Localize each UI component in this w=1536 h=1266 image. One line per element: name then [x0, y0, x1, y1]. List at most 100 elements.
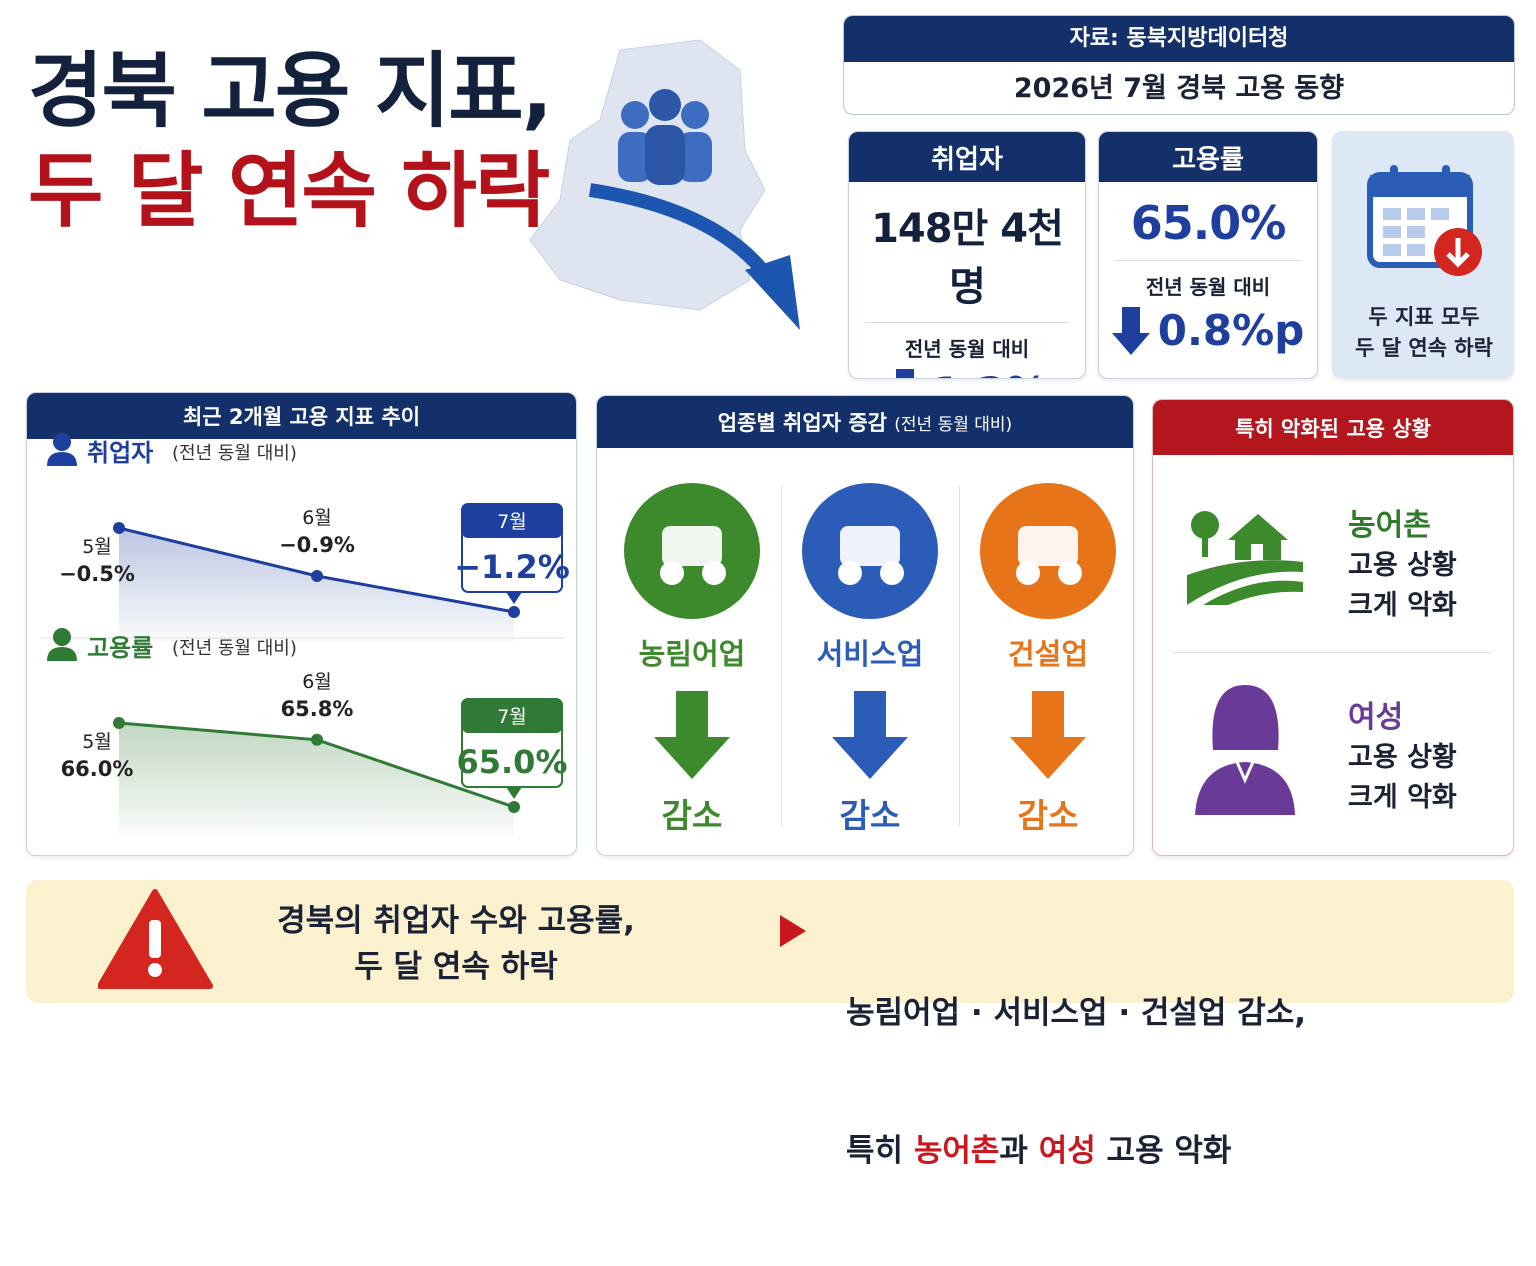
desc-line: 크게 악화: [1348, 782, 1457, 813]
worse-title: 특히 악화된 고용 상황: [1153, 400, 1513, 455]
rule: [865, 322, 1069, 323]
triangle-bullet: [780, 915, 806, 947]
divider: [1173, 652, 1491, 653]
text: 과: [999, 1133, 1039, 1169]
month-label: 6월: [302, 507, 332, 529]
arrow-shape: [1010, 691, 1086, 779]
summary-line: 특히 농어촌과 여성 고용 악화: [846, 1128, 1306, 1174]
icon-glyph: [662, 526, 722, 566]
icon-glyph: [660, 561, 684, 585]
point: [508, 801, 520, 813]
desc-line: 고용 상황: [1348, 742, 1457, 773]
worse-name: 여성: [1348, 700, 1404, 735]
kpi-card: 고용률 65.0% 전년 동월 대비 0.8%p: [1098, 131, 1318, 379]
note-card: 두 지표 모두 두 달 연속 하락: [1332, 131, 1514, 379]
point: [508, 606, 520, 618]
arrow-shape: [654, 691, 730, 779]
series-icon-head: [53, 433, 71, 451]
value-label: 65.0%: [456, 743, 567, 781]
summary-line: 경북의 취업자 수와 고용률,: [277, 903, 635, 939]
down-arrow: [1111, 306, 1150, 355]
worse-desc: 고용 상황 크게 악화: [1348, 546, 1457, 626]
icon-glyph: [1058, 561, 1082, 585]
industry-status: 감소: [839, 796, 901, 835]
kpi-change-row: 0.8%p: [1099, 306, 1317, 355]
trend-charts: 취업자 (전년 동월 대비) 5월 −0.5% 6월 −0.9% 7월 −1.2% 고용률 (전년…: [41, 433, 570, 837]
month-label: 5월: [82, 731, 112, 753]
arrow-shape: [832, 691, 908, 779]
industry-name: 서비스업: [816, 637, 924, 671]
value-label: 66.0%: [61, 757, 134, 781]
series-name: 고용률: [87, 634, 153, 662]
industry-status: 감소: [1017, 796, 1079, 835]
note-line: 두 지표 모두: [1368, 305, 1480, 329]
trend-title: 최근 2개월 고용 지표 추이: [27, 393, 576, 439]
source-label: 자료: 동북지방데이터청: [844, 16, 1514, 62]
icon-glyph: [838, 561, 862, 585]
industry-title-note: (전년 동월 대비): [894, 414, 1013, 435]
kpi-title: 취업자: [849, 132, 1085, 182]
icon-glyph: [1016, 561, 1040, 585]
people-icon: [618, 89, 712, 185]
down-arrow: [895, 368, 914, 378]
industry-name: 건설업: [1007, 637, 1089, 671]
infographic: 경북 고용 지표, 두 달 연속 하락 자료: 동북지방데이터청 2026년 7…: [26, 15, 1515, 1169]
callout-head: [462, 504, 562, 538]
decrease-arrow: [654, 691, 730, 779]
warning-icon: [98, 889, 213, 989]
kpi-title: 고용률: [1099, 132, 1317, 182]
source-subtitle: 2026년 7월 경북 고용 동향: [1013, 73, 1345, 104]
calendar-icon: [1367, 165, 1482, 276]
value-label: −1.2%: [454, 548, 570, 586]
industry-icon: [980, 483, 1116, 619]
kpi-value: 65.0%: [1130, 196, 1287, 250]
month-label: 6월: [302, 671, 332, 693]
decrease-arrow: [1010, 691, 1086, 779]
kpi-change: 0.8%p: [1157, 306, 1305, 355]
kpi-compare: 전년 동월 대비: [1145, 275, 1271, 299]
title-line1: 경북 고용 지표,: [28, 44, 553, 139]
point: [311, 733, 323, 746]
woman-icon: [1195, 685, 1295, 815]
industry-panel: 업종별 취업자 증감 (전년 동월 대비) 농림어업 감소 서비스업 감소 건설업 감소: [596, 395, 1134, 856]
arrow-head: [745, 255, 800, 330]
kpi-compare: 전년 동월 대비: [904, 337, 1030, 361]
series-icon-head: [53, 628, 71, 646]
map-graphic: [529, 39, 800, 330]
source-box: 자료: 동북지방데이터청 2026년 7월 경북 고용 동향: [843, 15, 1515, 115]
industry-icon: [802, 483, 938, 619]
note-text: 두 지표 모두 두 달 연속 하락: [1333, 302, 1513, 364]
value-label: −0.5%: [59, 562, 135, 586]
series-sub: (전년 동월 대비): [172, 638, 297, 659]
icon-glyph: [880, 561, 904, 585]
series-sub: (전년 동월 대비): [172, 443, 297, 464]
arrow-shape: [1111, 306, 1150, 355]
kpi-change: 1.2%: [932, 368, 1048, 378]
kpi-card: 취업자 148만 4천 명전년 동월 대비 1.2%: [848, 131, 1086, 379]
kpi-value: 148만 4천 명: [871, 206, 1064, 310]
callout-head: [462, 699, 562, 733]
summary-left: 경북의 취업자 수와 고용률, 두 달 연속 하락: [226, 898, 686, 990]
summary-bar: 경북의 취업자 수와 고용률, 두 달 연속 하락 농림어업 · 서비스업 · 건…: [26, 880, 1514, 1169]
text: 특히: [846, 1133, 914, 1169]
callout-tail: [506, 592, 522, 604]
worse-panel: 특히 악화된 고용 상황 농어촌 고용 상황 크게 악화 여성 고용 상황 크게 악…: [1152, 399, 1514, 856]
rural-icon: [1187, 511, 1303, 605]
down-arrow: [588, 183, 776, 285]
industry-icon: [624, 483, 760, 619]
page: 경북 고용 지표, 두 달 연속 하락 자료: 동북지방데이터청 2026년 7…: [26, 15, 1515, 1169]
series-icon-body: [47, 647, 77, 661]
icon-glyph: [1018, 526, 1078, 566]
point: [113, 717, 125, 729]
rule: [1115, 260, 1301, 261]
divider: [959, 486, 960, 826]
trend-panel: 최근 2개월 고용 지표 추이 취업자 (전년 동월 대비) 5월 −0.5% 6월 −0…: [26, 392, 577, 856]
highlight: 여성: [1038, 1133, 1096, 1169]
worse-name: 농어촌: [1348, 508, 1431, 543]
highlight: 농어촌: [913, 1133, 1000, 1169]
summary-line: 두 달 연속 하락: [354, 949, 558, 985]
series-name: 취업자: [87, 439, 153, 467]
month-label: 5월: [82, 536, 112, 558]
industry-name: 농림어업: [638, 637, 746, 671]
